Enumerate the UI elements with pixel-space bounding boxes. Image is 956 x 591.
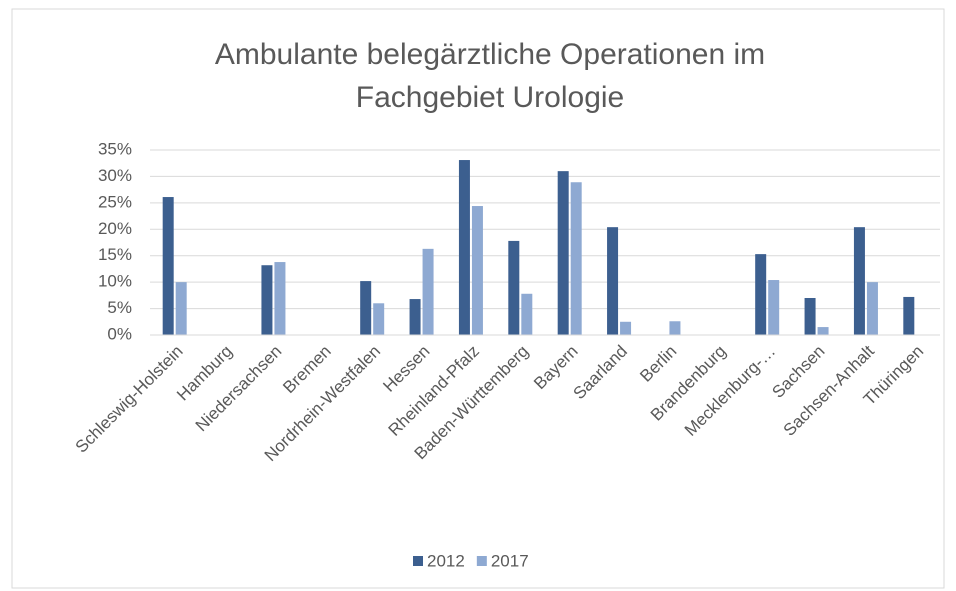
bar: [409, 299, 421, 335]
y-tick-label: 35%: [98, 139, 132, 158]
legend-label: 2017: [491, 551, 529, 570]
bar: [853, 227, 865, 335]
bar: [521, 293, 533, 335]
bar: [175, 282, 187, 335]
bar: [817, 327, 829, 335]
bar: [903, 296, 915, 335]
bar: [620, 321, 632, 335]
bar: [804, 298, 816, 335]
legend-label: 2012: [427, 551, 465, 570]
y-tick-label: 5%: [107, 298, 132, 317]
bar: [422, 248, 434, 335]
y-tick-label: 20%: [98, 219, 132, 238]
y-tick-label: 25%: [98, 192, 132, 211]
bar: [669, 321, 681, 335]
bar: [261, 265, 273, 335]
y-tick-label: 15%: [98, 245, 132, 264]
y-tick-label: 30%: [98, 166, 132, 185]
bar: [768, 280, 780, 335]
bar: [458, 160, 470, 335]
legend-swatch: [476, 556, 487, 566]
y-tick-label: 0%: [107, 324, 132, 343]
bar: [162, 197, 174, 335]
bar: [570, 182, 582, 335]
bar: [274, 262, 286, 335]
bar: [866, 282, 878, 335]
bar: [607, 227, 619, 335]
bar: [755, 254, 767, 335]
legend-swatch: [413, 556, 423, 566]
chart-title: Ambulante belegärztliche Operationen im: [215, 38, 765, 71]
chart-title: Fachgebiet Urologie: [356, 81, 625, 114]
y-tick-label: 10%: [98, 272, 132, 291]
bar: [373, 303, 385, 335]
bar: [360, 281, 372, 335]
bar: [471, 206, 483, 335]
bar: [508, 240, 520, 335]
bar: [557, 171, 569, 335]
